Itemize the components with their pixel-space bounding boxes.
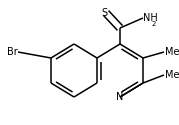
Text: N: N — [116, 92, 124, 102]
Text: NH: NH — [143, 13, 158, 23]
Text: 2: 2 — [152, 21, 156, 27]
Text: Me: Me — [165, 70, 179, 80]
Text: Br: Br — [7, 47, 18, 57]
Text: S: S — [102, 8, 108, 18]
Text: Me: Me — [165, 47, 179, 57]
